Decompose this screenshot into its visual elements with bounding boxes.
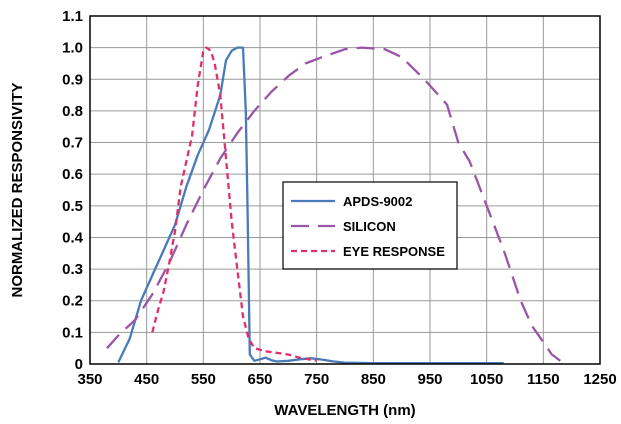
plot-frame (89, 15, 601, 365)
series-line-apds-9002 (117, 46, 504, 365)
y-tick-label: 0.8 (62, 103, 83, 120)
y-axis-title: NORMALIZED RESPONSIVITY (9, 82, 26, 297)
x-tick-label: 1150 (527, 371, 560, 388)
y-tick-label: 0.1 (62, 324, 83, 341)
y-tick-label: 0.9 (62, 71, 83, 88)
y-tick-label: 0 (75, 356, 83, 373)
y-tick-label: 1.1 (62, 8, 83, 25)
y-tick-label: 1.0 (62, 40, 83, 57)
x-tick-label: 750 (304, 371, 329, 388)
x-tick-label: 1250 (583, 371, 616, 388)
x-tick-label: 950 (417, 371, 442, 388)
y-tick-label: 0.6 (62, 166, 83, 183)
x-tick-label: 1050 (470, 371, 503, 388)
x-tick-label: 450 (134, 371, 159, 388)
legend-label-eye-response: EYE RESPONSE (343, 244, 445, 259)
legend-box (282, 181, 458, 270)
series-line-eye-response (151, 46, 317, 362)
x-axis-title: WAVELENGTH (nm) (274, 402, 415, 419)
x-tick-labels: 350 450 550 650 750 850 950 1050 1150 1250 (77, 371, 616, 388)
x-tick-label: 350 (77, 371, 102, 388)
legend-label-apds-9002: APDS-9002 (343, 194, 412, 209)
x-tick-label: 550 (191, 371, 216, 388)
x-tick-label: 850 (361, 371, 386, 388)
y-tick-label: 0.4 (62, 229, 84, 246)
series-line-silicon (106, 46, 561, 362)
y-tick-label: 0.5 (62, 198, 83, 215)
legend: APDS-9002 SILICON EYE RESPONSE (282, 181, 458, 270)
series-layer (106, 46, 561, 365)
x-tick-label: 650 (247, 371, 272, 388)
legend-label-silicon: SILICON (343, 219, 396, 234)
y-tick-label: 0.7 (62, 135, 83, 152)
y-tick-label: 0.3 (62, 261, 83, 278)
y-tick-label: 0.2 (62, 293, 83, 310)
y-tick-labels: 0 0.1 0.2 0.3 0.4 0.5 0.6 0.7 0.8 0.9 1.0 1.1 (62, 8, 84, 373)
